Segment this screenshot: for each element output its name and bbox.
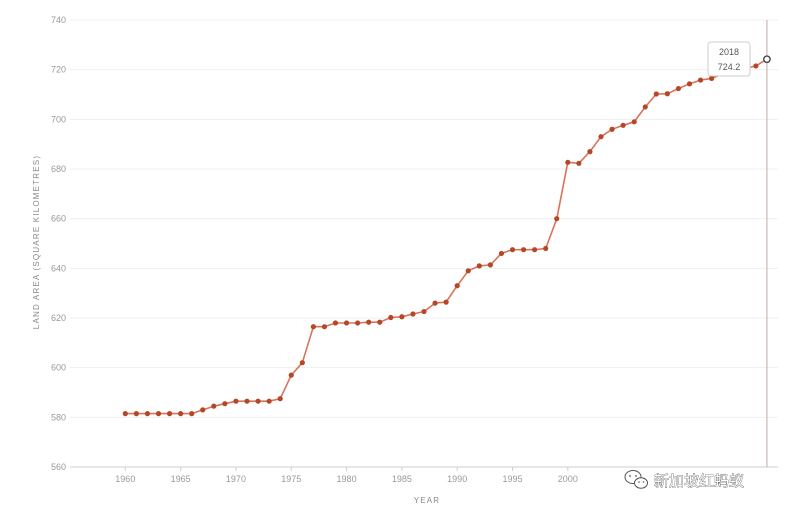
y-tick-label: 680 (51, 164, 66, 174)
data-point[interactable] (321, 324, 328, 330)
data-point[interactable] (587, 149, 593, 155)
gridlines (70, 19, 778, 418)
watermark-text: 新加坡红蚂蚁 (654, 472, 744, 490)
data-point[interactable] (366, 319, 372, 325)
data-point[interactable] (675, 85, 682, 92)
y-tick-label: 740 (51, 15, 66, 25)
tooltip-box (707, 41, 751, 77)
data-point[interactable] (465, 268, 471, 274)
hovered-point[interactable] (763, 55, 771, 64)
data-point[interactable] (454, 283, 460, 289)
data-point[interactable] (576, 160, 582, 166)
data-point[interactable] (532, 247, 538, 253)
x-tick-label: 2000 (558, 474, 578, 484)
data-point[interactable] (565, 159, 571, 165)
data-point[interactable] (399, 314, 405, 320)
x-axis-ticks: 1960 1965 1970 1975 1980 1985 1990 1995 2000 (115, 467, 578, 484)
x-tick-label: 1990 (447, 474, 467, 484)
x-tick-label: 1960 (115, 474, 135, 484)
y-tick-label: 620 (51, 313, 66, 323)
data-point[interactable] (310, 324, 316, 330)
series-line (125, 58, 768, 415)
y-tick-label: 580 (51, 412, 66, 422)
data-point[interactable] (155, 411, 162, 417)
data-point[interactable] (620, 122, 626, 128)
x-tick-label: 1965 (171, 474, 191, 484)
data-point[interactable] (388, 314, 394, 321)
watermark: 新加坡红蚂蚁 (624, 470, 744, 490)
y-tick-label: 640 (51, 263, 66, 273)
data-point[interactable] (598, 134, 604, 140)
data-point[interactable] (410, 311, 416, 317)
data-point[interactable] (166, 411, 173, 417)
data-point[interactable] (343, 320, 350, 326)
data-point[interactable] (609, 126, 615, 132)
data-point[interactable] (277, 396, 283, 402)
data-point[interactable] (332, 320, 339, 326)
data-point[interactable] (189, 411, 195, 417)
data-point[interactable] (377, 319, 383, 325)
data-point[interactable] (211, 403, 217, 409)
data-point[interactable] (288, 372, 294, 378)
data-point[interactable] (543, 245, 549, 252)
y-tick-label: 720 (51, 65, 66, 75)
y-tick-label: 600 (51, 363, 66, 373)
data-point[interactable] (709, 75, 715, 81)
data-point[interactable] (487, 262, 493, 268)
data-point[interactable] (642, 104, 648, 110)
data-point[interactable] (222, 401, 228, 407)
x-axis-title: YEAR (414, 496, 441, 505)
data-point[interactable] (509, 247, 516, 253)
data-point[interactable] (200, 407, 206, 413)
data-point[interactable] (244, 398, 250, 404)
tooltip-value: 724.2 (718, 62, 741, 72)
data-point[interactable] (498, 250, 505, 257)
y-axis-ticks: 560 580 600 620 640 660 680 700 720 740 (51, 15, 66, 472)
data-point[interactable] (355, 320, 361, 326)
y-tick-label: 660 (51, 214, 66, 224)
y-tick-label: 700 (51, 114, 66, 124)
tooltip-year: 2018 (719, 47, 739, 57)
data-point[interactable] (664, 91, 670, 97)
data-point[interactable] (520, 247, 527, 253)
data-point[interactable] (178, 411, 184, 417)
data-point[interactable] (432, 300, 438, 306)
data-point[interactable] (753, 63, 759, 69)
data-point[interactable] (697, 77, 704, 83)
data-point[interactable] (653, 91, 659, 97)
data-point[interactable] (443, 299, 449, 305)
data-point[interactable] (421, 308, 427, 315)
y-tick-label: 560 (51, 462, 66, 472)
data-point[interactable] (476, 263, 482, 269)
data-point[interactable] (686, 81, 693, 87)
x-tick-label: 1985 (392, 474, 412, 484)
data-point[interactable] (144, 411, 151, 417)
x-tick-label: 1970 (226, 474, 246, 484)
data-point[interactable] (299, 360, 305, 366)
tooltip: 2018 724.2 (707, 41, 751, 77)
data-point[interactable] (631, 119, 637, 125)
x-tick-label: 1980 (337, 474, 357, 484)
x-tick-label: 1995 (502, 474, 522, 484)
data-point[interactable] (554, 216, 560, 222)
x-tick-label: 1975 (281, 474, 301, 484)
data-point[interactable] (133, 411, 139, 417)
data-point[interactable] (266, 398, 272, 404)
wechat-icon (624, 470, 648, 489)
data-point[interactable] (122, 411, 128, 417)
data-points (122, 63, 759, 417)
data-point[interactable] (233, 398, 239, 404)
data-point[interactable] (255, 398, 261, 404)
y-axis-title: LAND AREA (SQUARE KILOMETRES) (32, 155, 41, 329)
